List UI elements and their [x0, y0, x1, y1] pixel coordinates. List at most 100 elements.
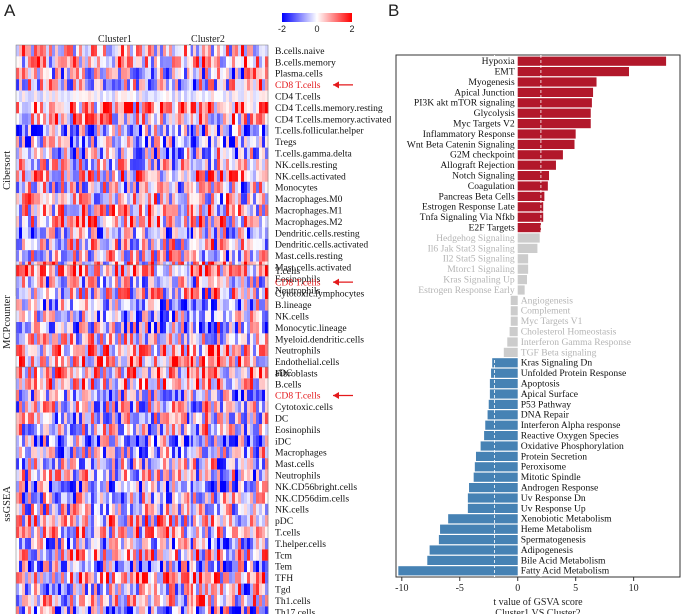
- heatmap-cell: [43, 424, 47, 436]
- heatmap-cell: [79, 549, 83, 561]
- heatmap-cell: [145, 238, 149, 251]
- heatmap-cell: [37, 469, 41, 481]
- heatmap-cell: [148, 310, 152, 322]
- heatmap-cell: [202, 424, 206, 436]
- heatmap-cell: [46, 124, 50, 137]
- heatmap-cell: [139, 287, 143, 300]
- heatmap-cell: [175, 446, 179, 459]
- heatmap-cell: [52, 147, 56, 159]
- heatmap-cell: [169, 102, 173, 114]
- heatmap-cell: [121, 204, 125, 216]
- heatmap-cell: [265, 446, 269, 459]
- heatmap-cell: [166, 67, 170, 80]
- heatmap-cell: [175, 333, 179, 345]
- heatmap-cell: [157, 458, 161, 470]
- heatmap-cell: [16, 265, 20, 277]
- heatmap-cell: [22, 333, 26, 345]
- heatmap-cell: [166, 90, 170, 102]
- heatmap-cell: [160, 67, 164, 80]
- heatmap-cell: [226, 458, 230, 470]
- bar-label: G2M checkpoint: [450, 150, 515, 161]
- heatmap-cell: [55, 238, 59, 251]
- heatmap-cell: [190, 606, 194, 614]
- heatmap-cell: [217, 367, 221, 379]
- heatmap-cell: [49, 560, 53, 573]
- heatmap-cell: [202, 595, 206, 607]
- heatmap-group-cibersort: B.cells.naiveB.cells.memoryPlasma.cellsC…: [2, 44, 391, 296]
- heatmap-cell: [175, 469, 179, 481]
- heatmap-cell: [130, 193, 134, 205]
- heatmap-cell: [46, 595, 50, 607]
- heatmap-cell: [235, 481, 239, 493]
- heatmap-cell: [169, 56, 173, 68]
- heatmap-cell: [145, 503, 149, 516]
- heatmap-cell: [238, 322, 242, 334]
- heatmap-cell: [262, 310, 266, 322]
- bar-peroxisome: [474, 462, 518, 472]
- heatmap-cell: [262, 549, 266, 561]
- heatmap-cell: [220, 216, 224, 228]
- heatmap-cell: [121, 515, 125, 527]
- heatmap-cell: [208, 204, 212, 216]
- heatmap-cell: [220, 113, 224, 125]
- heatmap-cell: [214, 389, 218, 402]
- heatmap-cell: [157, 276, 161, 288]
- heatmap-cell: [250, 287, 254, 300]
- heatmap-cell: [220, 250, 224, 262]
- heatmap-cell: [151, 469, 155, 481]
- heatmap-cell: [142, 333, 146, 345]
- heatmap-cell: [79, 503, 83, 516]
- heatmap-cell: [130, 538, 134, 550]
- heatmap-cell: [40, 503, 44, 516]
- heatmap-cell: [160, 322, 164, 334]
- heatmap-cell: [88, 322, 92, 334]
- heatmap-cell: [97, 333, 101, 345]
- heatmap-cell: [16, 310, 20, 322]
- heatmap-cell: [103, 170, 107, 182]
- heatmap-cell: [259, 216, 263, 228]
- heatmap-cell: [109, 481, 113, 493]
- cluster-label-1: Cluster1: [98, 34, 132, 45]
- heatmap-cell: [166, 595, 170, 607]
- heatmap-cell: [199, 515, 203, 527]
- heatmap-cell: [85, 299, 89, 311]
- heatmap-cell: [73, 401, 77, 413]
- heatmap-cell: [232, 287, 236, 300]
- heatmap-cell: [67, 299, 71, 311]
- heatmap-cell: [232, 367, 236, 379]
- heatmap-cell: [205, 424, 209, 436]
- heatmap-cell: [151, 538, 155, 550]
- heatmap-cell: [205, 526, 209, 538]
- heatmap-cell: [193, 113, 197, 125]
- heatmap-cell: [43, 401, 47, 413]
- heatmap-cell: [76, 90, 80, 102]
- heatmap-cell: [70, 344, 74, 357]
- heatmap-cell: [220, 265, 224, 277]
- heatmap-cell: [196, 322, 200, 334]
- heatmap-cell: [226, 227, 230, 239]
- heatmap-cell: [238, 90, 242, 102]
- heatmap-cell: [91, 227, 95, 239]
- heatmap-cell: [136, 583, 140, 595]
- heatmap-cell: [16, 56, 20, 68]
- heatmap-cell: [73, 299, 77, 311]
- heatmap-cell: [34, 572, 38, 584]
- heatmap-cell: [115, 124, 119, 137]
- heatmap-cell: [121, 367, 125, 379]
- heatmap-cell: [43, 45, 47, 57]
- heatmap-cell: [58, 549, 62, 561]
- heatmap-cell: [199, 276, 203, 288]
- heatmap-cell: [250, 526, 254, 538]
- heatmap-cell: [103, 113, 107, 125]
- heatmap-cell: [256, 356, 260, 368]
- bar-myogenesis: [517, 77, 597, 87]
- heatmap-cell: [85, 378, 89, 390]
- heatmap-cell: [16, 287, 20, 300]
- heatmap-cell: [196, 492, 200, 504]
- heatmap-cell: [223, 299, 227, 311]
- heatmap-cell: [265, 90, 269, 102]
- heatmap-cell: [199, 401, 203, 413]
- heatmap-cell: [238, 356, 242, 368]
- heatmap-cell: [25, 238, 29, 251]
- heatmap-cell: [208, 113, 212, 125]
